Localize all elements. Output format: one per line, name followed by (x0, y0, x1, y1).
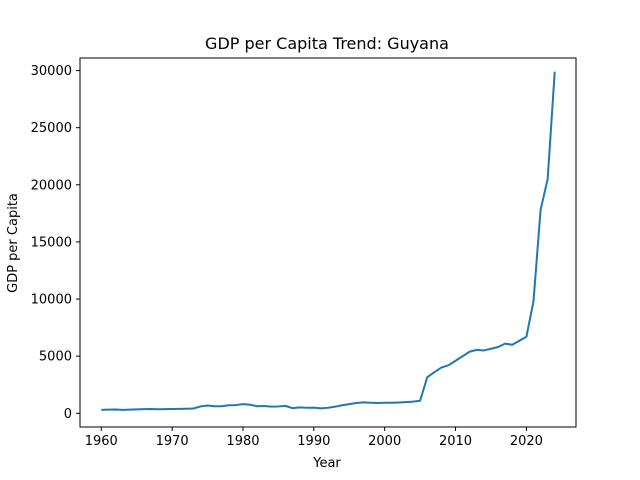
y-tick-label: 10000 (31, 293, 72, 308)
x-tick-label: 1990 (297, 434, 330, 449)
x-axis-ticks: 1960 1970 1980 1990 2000 2010 2020 (85, 427, 543, 449)
y-axis-label: GDP per Capita (6, 193, 21, 293)
y-tick-label: 15000 (31, 235, 72, 250)
x-tick-label: 2020 (510, 434, 543, 449)
series-line-gdp-per-capita (101, 71, 556, 411)
x-tick-label: 2010 (439, 434, 472, 449)
plot-frame (79, 57, 577, 428)
x-axis-label: Year (312, 456, 341, 471)
x-tick-label: 1980 (226, 434, 259, 449)
x-tick-label: 2000 (368, 434, 401, 449)
y-tick-label: 30000 (31, 64, 72, 79)
y-tick-label: 5000 (39, 350, 72, 365)
y-axis-ticks: 0 5000 10000 15000 20000 25000 30000 (31, 64, 80, 422)
x-tick-label: 1970 (156, 434, 189, 449)
chart-title: GDP per Capita Trend: Guyana (205, 34, 449, 53)
y-tick-label: 25000 (31, 121, 72, 136)
y-tick-label: 0 (64, 407, 72, 422)
y-tick-label: 20000 (31, 178, 72, 193)
x-tick-label: 1960 (85, 434, 118, 449)
